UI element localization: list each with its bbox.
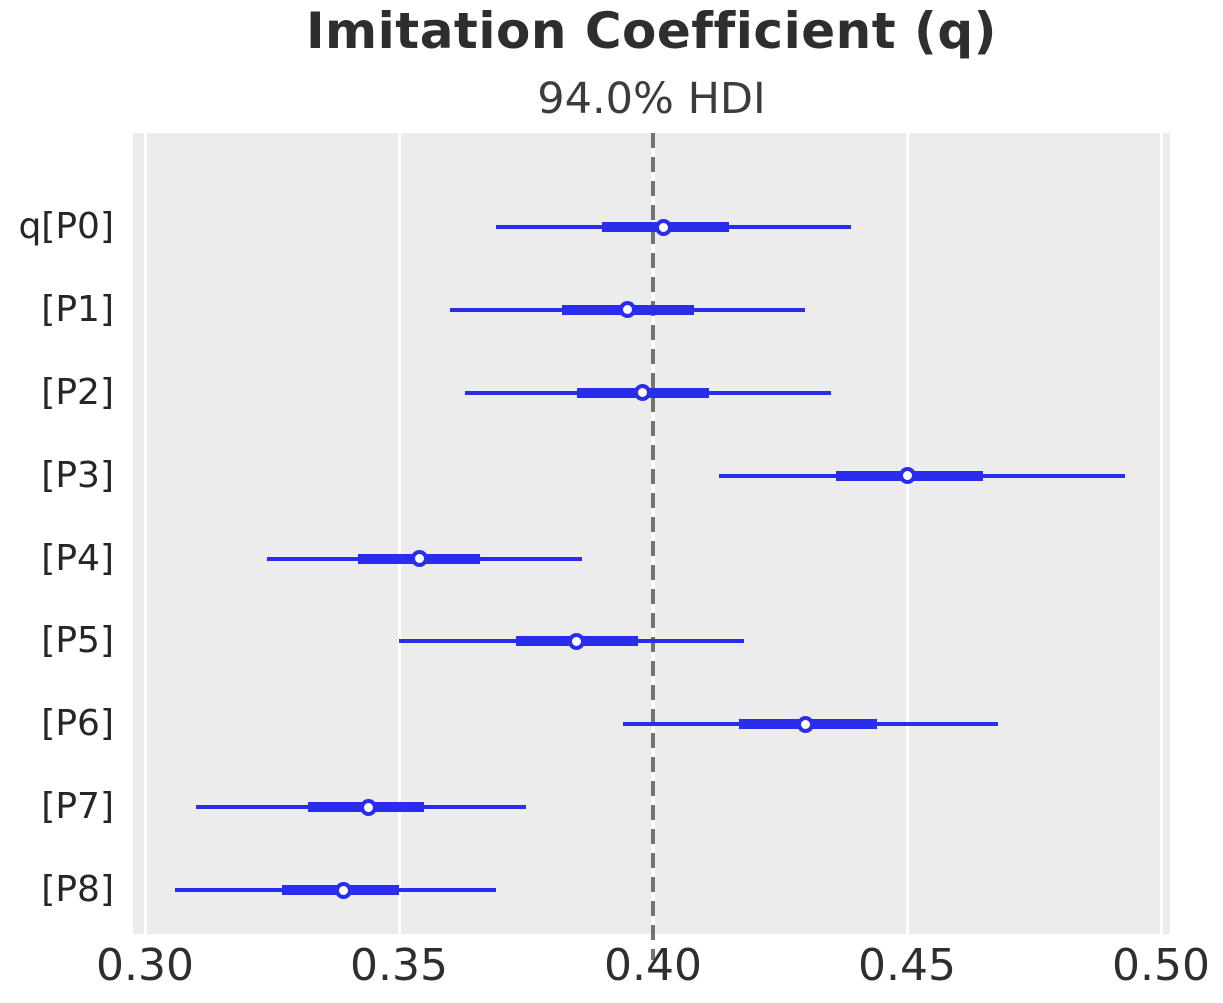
y-axis-label: [P3] xyxy=(41,454,114,496)
x-axis-tick-label: 0.45 xyxy=(858,940,956,991)
gridline xyxy=(397,133,401,934)
point-estimate-marker xyxy=(568,632,586,650)
y-axis-label: [P5] xyxy=(41,620,114,662)
chart-title: Imitation Coefficient (q) xyxy=(305,2,998,60)
gridline xyxy=(1159,133,1163,934)
y-axis-label: [P1] xyxy=(41,288,114,330)
y-axis-label: [P4] xyxy=(41,537,114,579)
point-estimate-marker xyxy=(898,467,916,485)
y-axis-label: [P6] xyxy=(41,703,114,745)
chart-subtitle: 94.0% HDI xyxy=(537,74,766,124)
gridline xyxy=(143,133,147,934)
y-axis-label: [P7] xyxy=(41,786,114,828)
gridline xyxy=(905,133,909,934)
x-axis-tick-label: 0.30 xyxy=(96,940,194,991)
x-axis-tick-label: 0.40 xyxy=(604,940,702,991)
point-estimate-marker xyxy=(619,301,637,319)
y-axis-label: [P8] xyxy=(41,869,114,910)
point-estimate-marker xyxy=(334,881,352,899)
x-axis-tick-label: 0.35 xyxy=(350,940,448,991)
point-estimate-marker xyxy=(360,798,378,816)
point-estimate-marker xyxy=(796,715,814,733)
point-estimate-marker xyxy=(410,550,428,567)
point-estimate-marker xyxy=(654,218,672,236)
point-estimate-marker xyxy=(634,384,652,402)
y-axis-label: [P2] xyxy=(41,371,114,413)
y-axis-label: q[P0] xyxy=(18,206,114,247)
reference-line xyxy=(651,133,655,960)
plot-area xyxy=(133,133,1170,960)
x-axis-tick-label: 0.50 xyxy=(1112,940,1210,991)
